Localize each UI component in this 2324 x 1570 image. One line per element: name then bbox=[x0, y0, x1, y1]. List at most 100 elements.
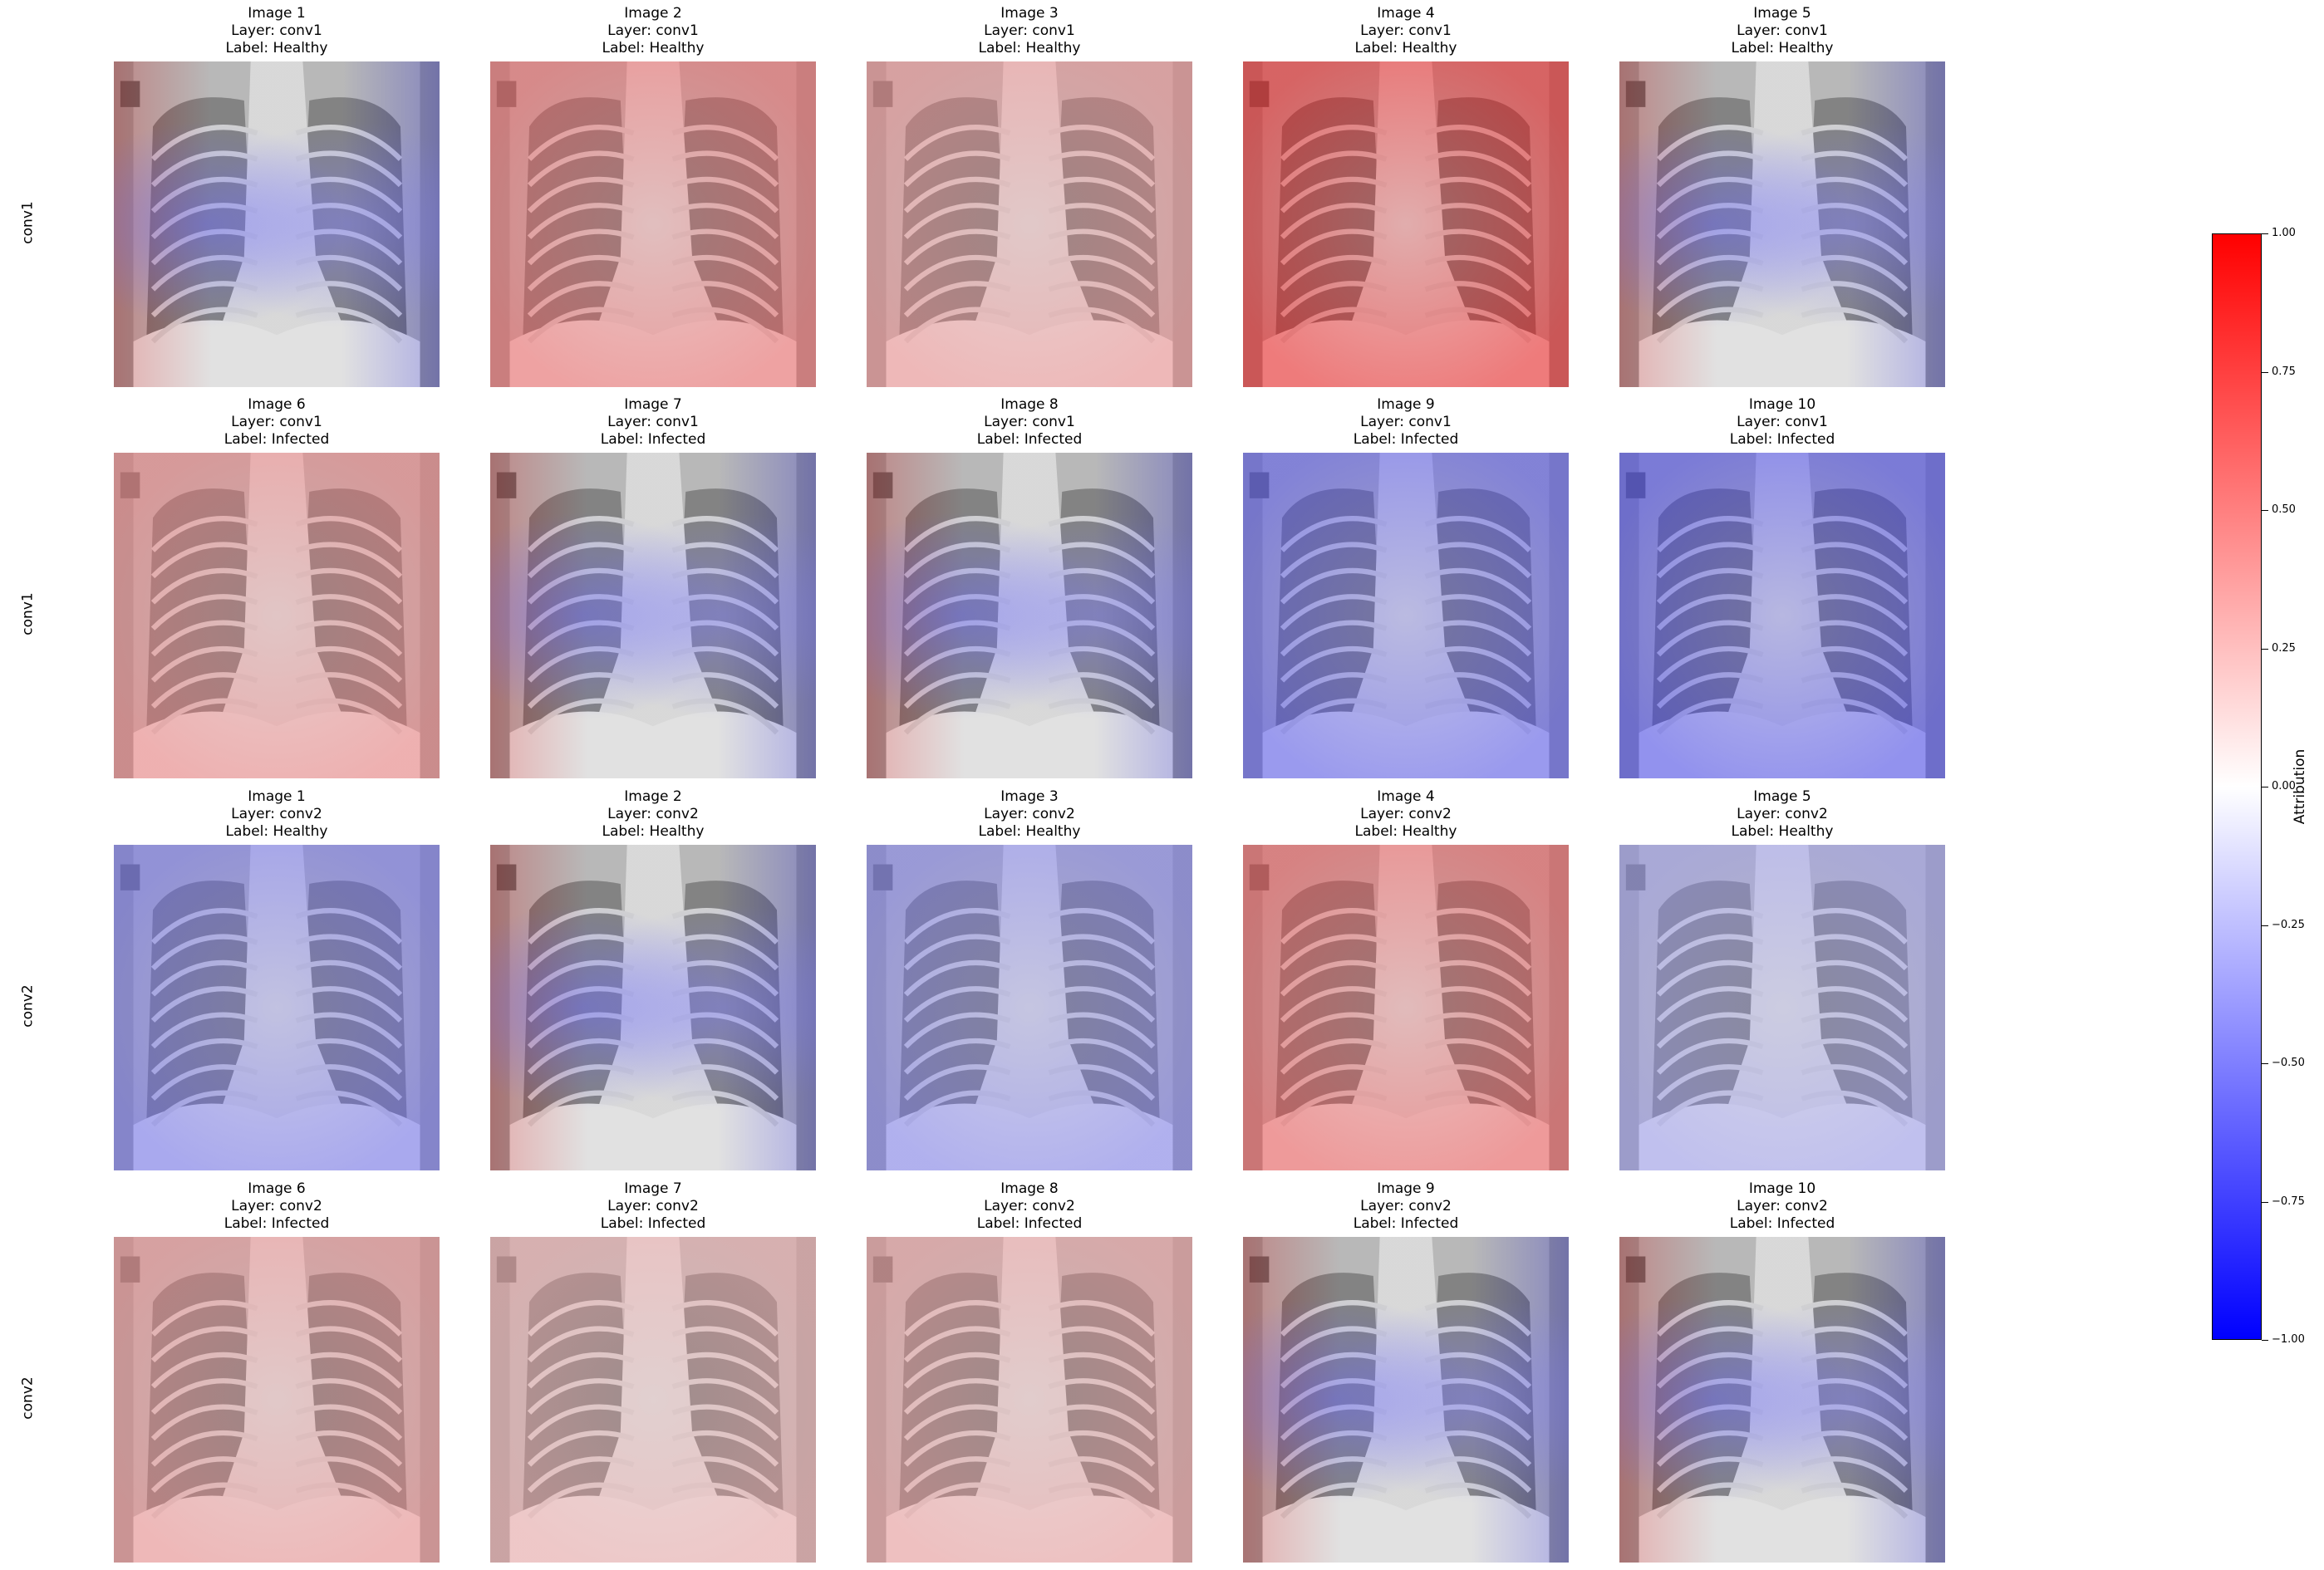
colorbar-tick bbox=[2262, 372, 2268, 373]
panel-title-image: Image 7 bbox=[624, 396, 682, 413]
attribution-overlay bbox=[1619, 453, 1945, 778]
colorbar-tick-label: 0.25 bbox=[2272, 642, 2296, 655]
panel-title-layer: Layer: conv1 bbox=[1360, 22, 1452, 39]
colorbar-label: Attribution bbox=[2292, 748, 2308, 825]
panel-title-label: Label: Infected bbox=[1729, 1215, 1835, 1232]
attribution-overlay bbox=[1619, 845, 1945, 1170]
row-label: conv1 bbox=[19, 201, 37, 244]
panel-title-layer: Layer: conv2 bbox=[607, 806, 699, 822]
panel-title-layer: Layer: conv1 bbox=[984, 22, 1075, 39]
panel-title-label: Label: Healthy bbox=[978, 40, 1081, 56]
attribution-overlay bbox=[114, 1237, 440, 1563]
panel-title: Image 1 Layer: conv2 Label: Healthy bbox=[114, 788, 440, 841]
attribution-heatmap-panel bbox=[1619, 453, 1945, 778]
panel-title-layer: Layer: conv2 bbox=[231, 1198, 322, 1214]
panel-title-label: Label: Healthy bbox=[225, 823, 328, 840]
row-label: conv2 bbox=[19, 1376, 37, 1420]
panel-title: Image 1 Layer: conv1 Label: Healthy bbox=[114, 5, 440, 57]
chest-xray-image bbox=[490, 453, 816, 778]
attribution-heatmap-panel bbox=[1243, 1237, 1569, 1563]
panel-title-label: Label: Healthy bbox=[1354, 40, 1457, 56]
panel-title: Image 9 Layer: conv2 Label: Infected bbox=[1243, 1180, 1569, 1233]
panel-title: Image 5 Layer: conv1 Label: Healthy bbox=[1619, 5, 1945, 57]
attribution-heatmap-panel bbox=[490, 1237, 816, 1563]
attribution-heatmap-panel bbox=[114, 61, 440, 387]
panel-title-image: Image 2 bbox=[624, 788, 682, 805]
panel-title-layer: Layer: conv1 bbox=[607, 22, 699, 39]
attribution-heatmap-panel bbox=[490, 61, 816, 387]
attribution-heatmap-panel bbox=[490, 845, 816, 1170]
panel-title-label: Label: Infected bbox=[1353, 1215, 1459, 1232]
panel-title-image: Image 1 bbox=[248, 5, 306, 22]
panel-title-image: Image 10 bbox=[1748, 1180, 1816, 1197]
panel-title-image: Image 9 bbox=[1377, 1180, 1435, 1197]
panel-title: Image 9 Layer: conv1 Label: Infected bbox=[1243, 396, 1569, 449]
panel-title-label: Label: Healthy bbox=[602, 40, 705, 56]
chest-xray-image bbox=[490, 845, 816, 1170]
attribution-overlay bbox=[1243, 845, 1569, 1170]
attribution-heatmap-panel bbox=[1619, 61, 1945, 387]
attribution-overlay bbox=[490, 1237, 816, 1563]
colorbar-tick-label: −0.75 bbox=[2272, 1195, 2305, 1208]
panel-title-layer: Layer: conv2 bbox=[1737, 806, 1828, 822]
panel-title-label: Label: Healthy bbox=[1731, 823, 1834, 840]
attribution-heatmap-panel bbox=[114, 845, 440, 1170]
chest-xray-image bbox=[1619, 1237, 1945, 1563]
panel-title-image: Image 5 bbox=[1753, 5, 1811, 22]
panel-title-image: Image 5 bbox=[1753, 788, 1811, 805]
colorbar-tick bbox=[2262, 233, 2268, 234]
panel-title-label: Label: Infected bbox=[1353, 431, 1459, 448]
attribution-overlay bbox=[867, 453, 1192, 778]
attribution-heatmap-panel bbox=[1243, 61, 1569, 387]
panel-title-layer: Layer: conv2 bbox=[1737, 1198, 1828, 1214]
colorbar-tick-label: 0.75 bbox=[2272, 366, 2296, 378]
panel-title-label: Label: Infected bbox=[600, 1215, 706, 1232]
panel-title-image: Image 1 bbox=[248, 788, 306, 805]
panel-title-image: Image 7 bbox=[624, 1180, 682, 1197]
attribution-overlay bbox=[114, 845, 440, 1170]
panel-title: Image 2 Layer: conv2 Label: Healthy bbox=[490, 788, 816, 841]
panel-title-label: Label: Infected bbox=[976, 1215, 1083, 1232]
panel-title-layer: Layer: conv1 bbox=[1360, 414, 1452, 430]
attribution-heatmap-panel bbox=[1243, 845, 1569, 1170]
panel-title: Image 6 Layer: conv2 Label: Infected bbox=[114, 1180, 440, 1233]
panel-title: Image 4 Layer: conv1 Label: Healthy bbox=[1243, 5, 1569, 57]
attribution-heatmap-panel bbox=[867, 845, 1192, 1170]
panel-title-label: Label: Healthy bbox=[225, 40, 328, 56]
colorbar-tick-label: 0.00 bbox=[2272, 780, 2296, 792]
panel-title: Image 10 Layer: conv1 Label: Infected bbox=[1619, 396, 1945, 449]
colorbar-tick bbox=[2262, 925, 2268, 926]
attribution-overlay bbox=[114, 61, 440, 387]
panel-title-image: Image 9 bbox=[1377, 396, 1435, 413]
panel-title-image: Image 6 bbox=[248, 1180, 306, 1197]
panel-title-layer: Layer: conv1 bbox=[231, 22, 322, 39]
panel-title-layer: Layer: conv2 bbox=[984, 806, 1075, 822]
panel-title: Image 2 Layer: conv1 Label: Healthy bbox=[490, 5, 816, 57]
panel-title-layer: Layer: conv1 bbox=[607, 414, 699, 430]
colorbar-tick-label: −0.25 bbox=[2272, 919, 2305, 931]
panel-title: Image 8 Layer: conv2 Label: Infected bbox=[867, 1180, 1192, 1233]
panel-title-label: Label: Healthy bbox=[602, 823, 705, 840]
panel-title: Image 7 Layer: conv1 Label: Infected bbox=[490, 396, 816, 449]
panel-title-layer: Layer: conv1 bbox=[984, 414, 1075, 430]
colorbar-tick bbox=[2262, 1202, 2268, 1203]
attribution-heatmap-panel bbox=[490, 453, 816, 778]
panel-title-image: Image 4 bbox=[1377, 788, 1435, 805]
chest-xray-image bbox=[1243, 1237, 1569, 1563]
attribution-overlay bbox=[490, 61, 816, 387]
attribution-overlay bbox=[1619, 1237, 1945, 1563]
panel-title-label: Label: Infected bbox=[224, 1215, 330, 1232]
colorbar bbox=[2212, 233, 2262, 1340]
panel-title-layer: Layer: conv2 bbox=[1360, 806, 1452, 822]
colorbar-tick-label: −1.00 bbox=[2272, 1333, 2305, 1346]
colorbar-tick bbox=[2262, 649, 2268, 650]
panel-title-image: Image 4 bbox=[1377, 5, 1435, 22]
panel-title-layer: Layer: conv2 bbox=[1360, 1198, 1452, 1214]
panel-title-label: Label: Infected bbox=[1729, 431, 1835, 448]
panel-title-layer: Layer: conv2 bbox=[231, 806, 322, 822]
panel-title: Image 8 Layer: conv1 Label: Infected bbox=[867, 396, 1192, 449]
panel-title: Image 6 Layer: conv1 Label: Infected bbox=[114, 396, 440, 449]
attribution-heatmap-panel bbox=[114, 453, 440, 778]
chest-xray-image bbox=[114, 61, 440, 387]
panel-title-image: Image 6 bbox=[248, 396, 306, 413]
